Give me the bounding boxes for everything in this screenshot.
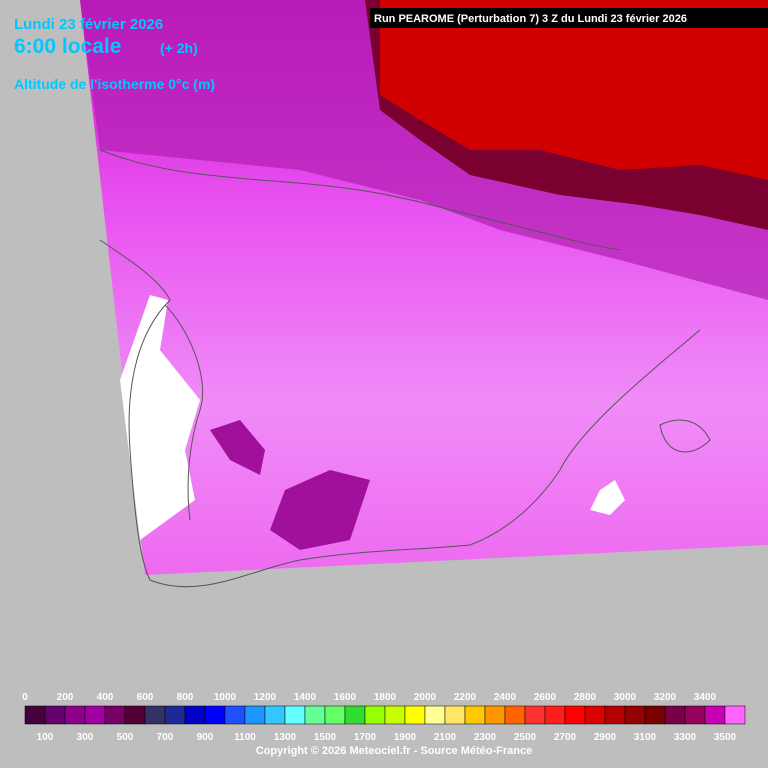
legend-cell	[104, 705, 126, 725]
legend-cell	[284, 705, 306, 725]
legend-label: 2500	[514, 732, 537, 743]
legend-cell	[624, 705, 646, 725]
legend-label: 1200	[254, 692, 277, 703]
legend-label: 500	[117, 732, 134, 743]
legend-label: 2400	[494, 692, 517, 703]
legend-cell	[684, 705, 706, 725]
legend-label: 600	[137, 692, 154, 703]
dark-spot	[210, 420, 265, 475]
parameter: Altitude de l'isotherme 0°c (m)	[14, 76, 215, 92]
legend-label: 2900	[594, 732, 617, 743]
legend-label: 100	[37, 732, 54, 743]
border	[164, 304, 204, 521]
time: 6:00 locale	[14, 35, 121, 58]
legend-label: 1300	[274, 732, 297, 743]
legend-cell	[124, 705, 146, 725]
legend-cell	[204, 705, 226, 725]
legend-cell	[724, 705, 746, 725]
legend-cell	[244, 705, 266, 725]
dark-spot	[270, 470, 370, 550]
legend-cell	[344, 705, 366, 725]
legend-cell	[64, 705, 86, 725]
low-zone	[120, 295, 200, 540]
legend-cell	[84, 705, 106, 725]
legend-cell	[524, 705, 546, 725]
legend-cell	[704, 705, 726, 725]
legend-cell	[564, 705, 586, 725]
legend-cell	[304, 705, 326, 725]
legend-cell	[544, 705, 566, 725]
offset: (+ 2h)	[160, 40, 198, 56]
legend-cell	[324, 705, 346, 725]
coastline	[99, 149, 621, 251]
legend-cell	[464, 705, 486, 725]
legend-label: 3100	[634, 732, 657, 743]
legend-label: 200	[57, 692, 74, 703]
legend-cell	[144, 705, 166, 725]
legend-cell	[264, 705, 286, 725]
high-zone	[380, 0, 768, 180]
low-zone-island	[590, 480, 625, 515]
legend-cell	[44, 705, 66, 725]
legend-label: 1600	[334, 692, 357, 703]
legend-label: 1000	[214, 692, 237, 703]
legend-label: 1400	[294, 692, 317, 703]
legend-label: 1500	[314, 732, 337, 743]
legend-label: 300	[77, 732, 94, 743]
legend-cell	[184, 705, 206, 725]
legend-label: 2300	[474, 732, 497, 743]
legend-label: 2000	[414, 692, 437, 703]
legend-cell	[604, 705, 626, 725]
run-info: Run PEAROME (Perturbation 7) 3 Z du Lund…	[374, 13, 687, 25]
legend-cell	[504, 705, 526, 725]
legend-cell	[404, 705, 426, 725]
coastline	[99, 239, 701, 588]
legend-cell	[224, 705, 246, 725]
legend-label: 700	[157, 732, 174, 743]
legend-area	[0, 688, 768, 768]
legend-cell	[444, 705, 466, 725]
legend-label: 2800	[574, 692, 597, 703]
legend-label: 2100	[434, 732, 457, 743]
legend-label: 3500	[714, 732, 737, 743]
legend-label: 800	[177, 692, 194, 703]
legend-label: 2200	[454, 692, 477, 703]
borders	[99, 149, 711, 588]
legend-label: 1700	[354, 732, 377, 743]
legend: 0 200 400 600 800 1000 1200 1400 1600 1800 2000 220…	[22, 692, 746, 743]
legend-label: 2600	[534, 692, 557, 703]
legend-cell	[424, 705, 446, 725]
legend-cell	[484, 705, 506, 725]
legend-label: 400	[97, 692, 114, 703]
legend-label: 3000	[614, 692, 637, 703]
island	[659, 419, 711, 453]
legend-cell	[664, 705, 686, 725]
legend-cell	[644, 705, 666, 725]
legend-label: 1900	[394, 732, 417, 743]
legend-label: 2700	[554, 732, 577, 743]
legend-cell	[384, 705, 406, 725]
legend-cell	[24, 705, 46, 725]
legend-cell	[364, 705, 386, 725]
legend-label: 3200	[654, 692, 677, 703]
date: Lundi 23 février 2026	[14, 16, 163, 33]
legend-label: 3400	[694, 692, 717, 703]
legend-label: 1100	[234, 732, 256, 743]
legend-cell	[164, 705, 186, 725]
legend-label: 1800	[374, 692, 397, 703]
legend-label: 0	[22, 692, 28, 703]
legend-cell	[584, 705, 606, 725]
legend-label: 900	[197, 732, 214, 743]
legend-label: 3300	[674, 732, 697, 743]
copyright: Copyright © 2026 Meteociel.fr - Source M…	[256, 745, 532, 757]
run-banner	[370, 8, 768, 28]
